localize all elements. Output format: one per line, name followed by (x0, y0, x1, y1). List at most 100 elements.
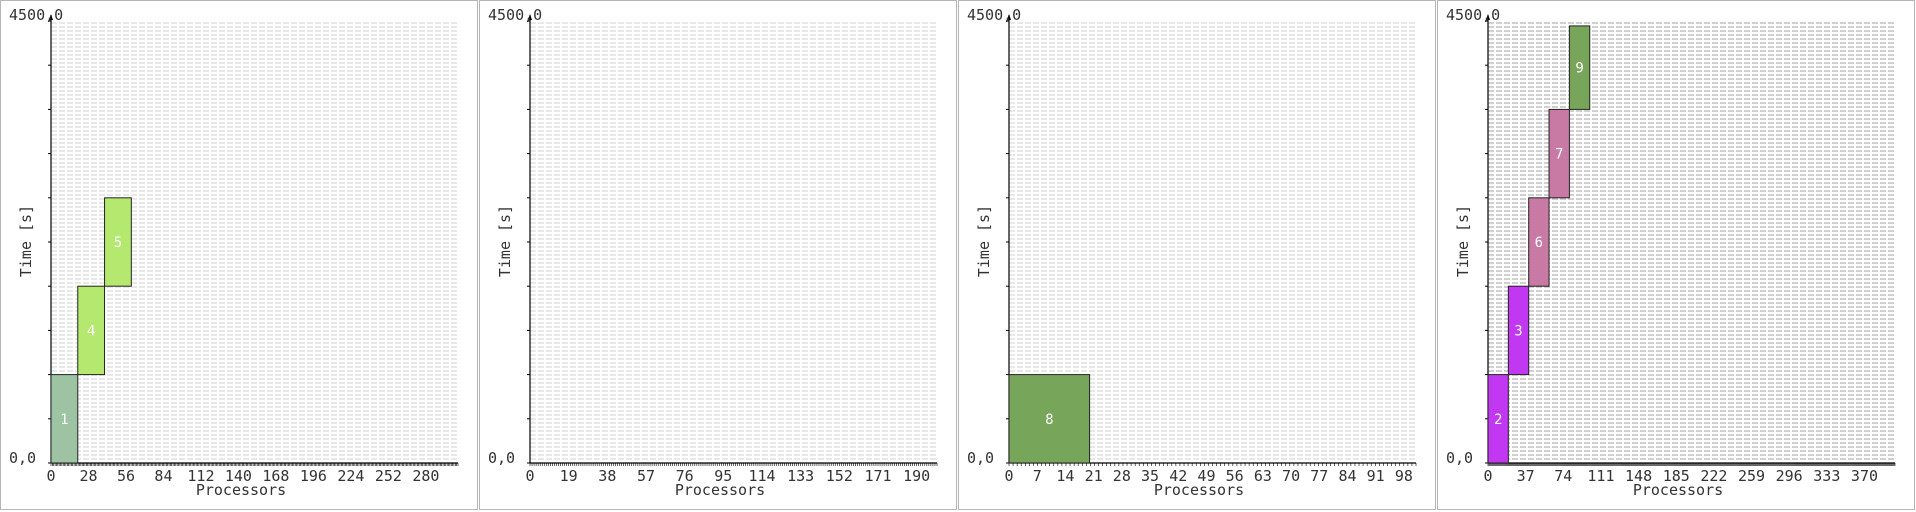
x-axis-title: Processors (675, 481, 765, 499)
x-tick-label: 28 (79, 467, 97, 485)
x-tick-label: 91 (1367, 467, 1385, 485)
job-rect (104, 197, 132, 287)
x-tick-label: 133 (787, 467, 814, 485)
x-tick-label: 28 (1113, 467, 1131, 485)
x-tick-label: 95 (714, 467, 732, 485)
x-tick-label: 35 (1141, 467, 1159, 485)
x-tick-label: 74 (1554, 467, 1572, 485)
y-origin-label: 0,0 (9, 449, 36, 467)
job-label: 4 (87, 323, 95, 339)
y-axis-title: Time [s] (1454, 205, 1472, 277)
x-axis-title: Processors (196, 481, 286, 499)
x-tick-label: 0 (46, 467, 55, 485)
x-axis-title: Processors (1633, 481, 1723, 499)
x-tick-label: 70 (1282, 467, 1300, 485)
job-bar-7[interactable]: 7 (1548, 108, 1570, 199)
x-tick-label: 140 (225, 467, 252, 485)
x-tick-label: 84 (1338, 467, 1356, 485)
y-origin-label: 0,0 (967, 449, 994, 467)
job-bar-9[interactable]: 9 (1568, 25, 1591, 110)
job-label: 6 (1535, 235, 1543, 251)
y-origin-label: 0,0 (488, 449, 515, 467)
x-tick-label: 84 (154, 467, 172, 485)
job-bar-2[interactable]: 2 (1487, 374, 1509, 464)
x-tick-label: 42 (1169, 467, 1187, 485)
gantt-panel-3: 0 7 14 21 28 35 42 49 56 63 70 77 84 91 98 4500,0 0,0 Tim… (958, 0, 1436, 510)
x-tick-label: 152 (826, 467, 853, 485)
x-tick-label: 0 (525, 467, 534, 485)
x-tick-label: 56 (1226, 467, 1244, 485)
x-tick-label: 37 (1517, 467, 1535, 485)
x-tick-label: 14 (1056, 467, 1074, 485)
job-label: 7 (1555, 147, 1563, 163)
x-tick-label: 98 (1395, 467, 1413, 485)
x-tick-label: 0 (1004, 467, 1013, 485)
y-axis-title: Time [s] (496, 205, 514, 277)
job-bar-5[interactable]: 5 (104, 197, 132, 287)
x-tick-label: 280 (412, 467, 439, 485)
job-label: 9 (1575, 61, 1583, 77)
y-axis-arrow-icon (1007, 14, 1011, 20)
y-axis-title: Time [s] (17, 205, 35, 277)
x-tick-label: 185 (1663, 467, 1690, 485)
job-rect (1568, 25, 1591, 110)
x-tick-label: 222 (1700, 467, 1727, 485)
y-max-label: 4500,0 (9, 6, 63, 24)
x-tick-label: 196 (300, 467, 327, 485)
x-axis-title: Processors (1154, 481, 1244, 499)
x-tick-label: 57 (637, 467, 655, 485)
job-bar-3[interactable]: 3 (1507, 285, 1530, 376)
job-rect (1528, 197, 1550, 287)
grid (530, 22, 937, 460)
gantt-chart-1: 0 28 56 84 112 140 168 196 224 252 280 4500,0 0,0 Tim… (9, 6, 459, 499)
x-tick-label: 296 (1776, 467, 1803, 485)
job-rect (1487, 374, 1509, 464)
x-tick-label: 7 (1033, 467, 1042, 485)
x-tick-label: 148 (1625, 467, 1652, 485)
job-bar-6[interactable]: 6 (1528, 197, 1550, 287)
y-max-label: 4500,0 (488, 6, 542, 24)
y-axis-arrow-icon (528, 14, 532, 20)
job-bar-8[interactable]: 8 (1008, 374, 1091, 464)
x-tick-label: 49 (1197, 467, 1215, 485)
gantt-panel-4: 0 37 74 111 148 185 222 259 296 333 370 4500,0 0,0 Ti… (1437, 0, 1915, 510)
x-tick-label: 259 (1738, 467, 1765, 485)
job-bar-4[interactable]: 4 (77, 285, 106, 376)
grid (1488, 22, 1895, 460)
gantt-chart-4: 0 37 74 111 148 185 222 259 296 333 3704500,00,0Ti… (1446, 6, 1896, 499)
x-tick-label: 77 (1310, 467, 1328, 485)
gantt-panel-1: 0 28 56 84 112 140 168 196 224 252 280 4500,0 0,0 Tim… (0, 0, 478, 510)
x-tick-label: 333 (1813, 467, 1840, 485)
x-tick-label: 190 (903, 467, 930, 485)
x-tick-label: 112 (187, 467, 214, 485)
gantt-panel-2: 0 19 38 57 76 95 114 133 152 171 190 4500,0 0,0 Time … (479, 0, 957, 510)
job-label: 5 (114, 235, 122, 251)
job-label: 8 (1045, 412, 1053, 428)
gantt-chart-2: 0 19 38 57 76 95 114 133 152 171 190 4500,0 0,0 Time … (488, 6, 938, 499)
job-bar-1[interactable]: 1 (50, 374, 79, 464)
x-tick-label: 224 (337, 467, 364, 485)
y-origin-label: 0,0 (1446, 449, 1473, 467)
x-tick-label: 111 (1587, 467, 1614, 485)
y-axis-arrow-icon (1486, 14, 1490, 20)
job-label: 1 (60, 412, 68, 428)
x-tick-label: 76 (676, 467, 694, 485)
x-tick-label: 370 (1851, 467, 1878, 485)
x-tick-label: 19 (560, 467, 578, 485)
x-tick-label: 63 (1254, 467, 1272, 485)
x-tick-label: 38 (598, 467, 616, 485)
y-max-label: 4500,0 (1446, 6, 1500, 24)
job-label: 3 (1514, 323, 1522, 339)
x-tick-label: 56 (117, 467, 135, 485)
job-rect (77, 285, 106, 376)
job-rect (1548, 108, 1570, 199)
y-axis-title: Time [s] (975, 205, 993, 277)
x-tick-label: 252 (375, 467, 402, 485)
job-rect (1008, 374, 1091, 464)
x-tick-label: 171 (864, 467, 891, 485)
gantt-chart-3: 0 7 14 21 28 35 42 49 56 63 70 77 84 91 98 4500,0 0,0 Tim… (967, 6, 1417, 499)
x-tick-label: 21 (1085, 467, 1103, 485)
job-label: 2 (1494, 412, 1502, 428)
x-tick-label: 168 (262, 467, 289, 485)
y-max-label: 4500,0 (967, 6, 1021, 24)
